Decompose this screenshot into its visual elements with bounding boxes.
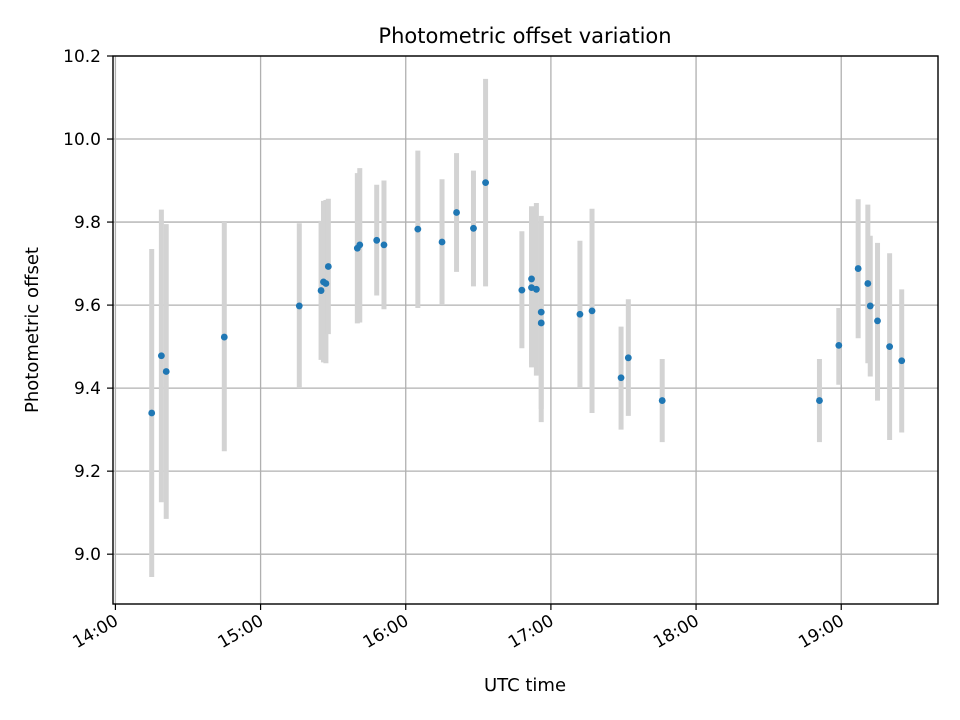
data-point [874,317,881,325]
data-point [380,241,388,249]
data-point [576,310,584,318]
data-point [414,225,422,233]
data-point [624,354,632,362]
y-axis-label: Photometric offset [22,247,43,413]
data-point [898,357,906,365]
data-point [220,333,228,341]
data-point [617,374,625,382]
data-point [866,302,874,310]
data-point [356,241,364,249]
data-point [532,285,540,293]
data-points [148,179,906,417]
data-point [537,308,545,316]
data-point [482,179,489,187]
data-point [324,263,332,270]
y-tick-label: 9.2 [74,462,101,482]
data-point [322,280,330,287]
data-point [854,265,862,272]
y-tick-label: 9.6 [74,296,101,316]
data-point [295,302,303,310]
y-tick-label: 9.4 [74,379,101,399]
data-point [317,287,325,294]
y-tick-label: 10.2 [63,47,101,67]
data-point [537,319,545,327]
x-axis-label: UTC time [484,675,566,696]
data-point [148,409,156,417]
data-point [658,397,666,404]
data-point [438,238,446,246]
data-point [518,286,526,294]
data-point [373,236,381,244]
y-axis-ticks: 9.0 9.2 9.4 9.6 9.8 10.0 10.2 [63,47,113,565]
y-tick-label: 10.0 [63,130,101,150]
y-tick-label: 9.0 [74,545,101,565]
data-point [470,224,477,232]
data-point [864,280,872,287]
data-point [157,352,165,360]
data-point [886,343,894,351]
data-point [816,397,823,404]
chart-title: Photometric offset variation [378,24,671,48]
data-point [528,275,535,283]
data-point [588,307,596,315]
data-point [162,368,170,375]
plot-frame [112,55,939,605]
data-point [453,209,460,216]
data-point [835,341,843,349]
y-tick-label: 9.8 [74,213,101,233]
